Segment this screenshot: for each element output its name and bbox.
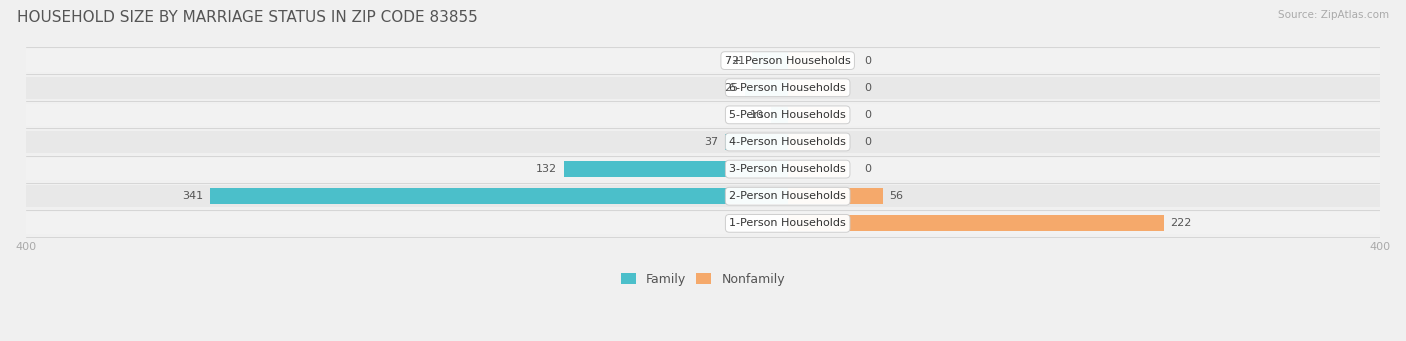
Bar	[787, 134, 846, 150]
Bar	[209, 188, 787, 204]
Bar	[25, 104, 1381, 126]
Bar	[564, 161, 787, 177]
Text: 341: 341	[183, 191, 204, 201]
Bar	[25, 77, 1381, 99]
Text: 0: 0	[863, 56, 870, 65]
Bar	[787, 79, 846, 96]
Text: 10: 10	[749, 110, 763, 120]
Text: 222: 222	[1170, 218, 1192, 228]
Text: 6-Person Households: 6-Person Households	[730, 83, 846, 93]
Bar	[725, 134, 787, 150]
Bar	[787, 188, 883, 204]
Legend: Family, Nonfamily: Family, Nonfamily	[621, 273, 785, 286]
Text: 132: 132	[536, 164, 557, 174]
Text: HOUSEHOLD SIZE BY MARRIAGE STATUS IN ZIP CODE 83855: HOUSEHOLD SIZE BY MARRIAGE STATUS IN ZIP…	[17, 10, 478, 25]
Text: 0: 0	[863, 164, 870, 174]
Text: Source: ZipAtlas.com: Source: ZipAtlas.com	[1278, 10, 1389, 20]
Bar	[752, 53, 787, 69]
Bar	[25, 131, 1381, 153]
Bar	[787, 161, 846, 177]
Bar	[770, 107, 787, 123]
Text: 5-Person Households: 5-Person Households	[730, 110, 846, 120]
Text: 21: 21	[731, 56, 745, 65]
Bar	[25, 158, 1381, 180]
Text: 2-Person Households: 2-Person Households	[730, 191, 846, 201]
Bar	[745, 79, 787, 96]
Bar	[25, 212, 1381, 235]
Text: 56: 56	[890, 191, 903, 201]
Bar	[25, 185, 1381, 207]
Text: 4-Person Households: 4-Person Households	[730, 137, 846, 147]
Text: 0: 0	[863, 110, 870, 120]
Text: 25: 25	[724, 83, 738, 93]
Text: 0: 0	[863, 83, 870, 93]
Text: 0: 0	[863, 137, 870, 147]
Text: 37: 37	[704, 137, 718, 147]
Bar	[787, 53, 846, 69]
Text: 1-Person Households: 1-Person Households	[730, 218, 846, 228]
Text: 7+ Person Households: 7+ Person Households	[725, 56, 851, 65]
Bar	[787, 215, 1164, 232]
Text: 3-Person Households: 3-Person Households	[730, 164, 846, 174]
Bar	[787, 107, 846, 123]
Bar	[25, 49, 1381, 72]
